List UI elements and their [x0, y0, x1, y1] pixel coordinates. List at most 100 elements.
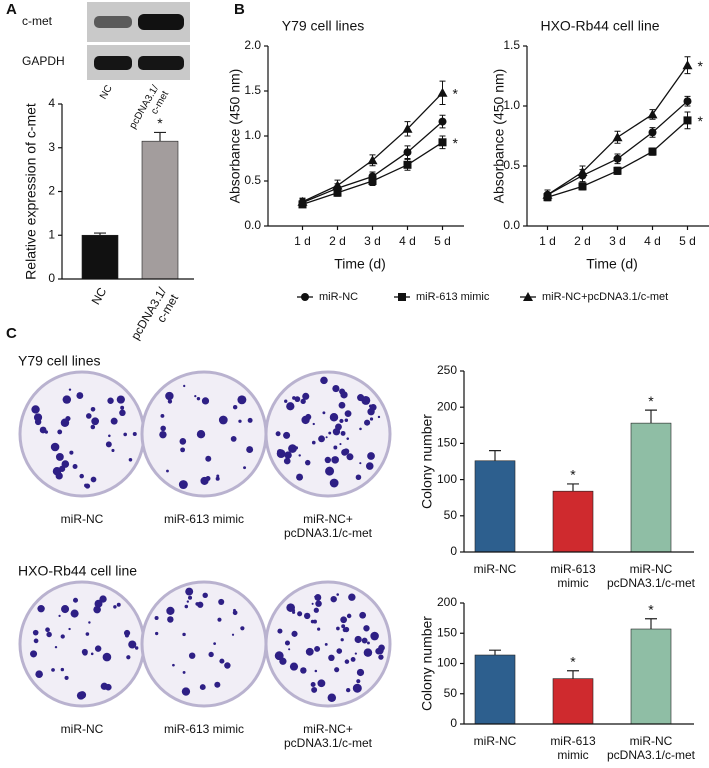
marker	[683, 97, 692, 106]
y-tick-label: 100	[437, 472, 457, 486]
marker	[683, 116, 692, 125]
colony	[300, 667, 307, 674]
colony	[180, 447, 186, 453]
colony	[166, 606, 175, 615]
colony	[355, 474, 362, 481]
colony	[90, 424, 96, 430]
colony	[305, 413, 312, 421]
legend-marker	[523, 292, 533, 301]
colony	[345, 687, 351, 693]
marker	[333, 188, 342, 197]
y-tick-label: 100	[437, 656, 457, 670]
colony	[160, 413, 165, 418]
colony	[328, 654, 335, 662]
colony	[283, 457, 291, 465]
colony	[343, 626, 350, 633]
dish-label: miR-NC+ pcDNA3.1/c-met	[284, 722, 373, 750]
marker	[578, 182, 587, 191]
colony	[274, 651, 284, 661]
marker	[648, 147, 657, 156]
colony	[324, 456, 332, 464]
colony	[378, 644, 385, 652]
y-tick-label: 0	[450, 544, 457, 558]
blot-band	[138, 14, 184, 30]
colony	[93, 605, 101, 614]
colony	[205, 475, 211, 481]
marker	[613, 154, 622, 163]
y-tick-label: 0	[48, 271, 55, 285]
x-tick-label: NC	[89, 285, 110, 307]
x-tick-label: 3 d	[609, 234, 626, 248]
row-title: Y79 cell lines	[18, 353, 101, 369]
y-tick-label: 1.5	[244, 83, 261, 97]
x-axis-label: Time (d)	[334, 256, 386, 272]
y-tick-label: 1.0	[503, 98, 520, 112]
colony	[331, 456, 339, 464]
error-bar	[567, 483, 579, 492]
y-axis-label: Colony number	[419, 414, 435, 509]
panel-label: A	[6, 1, 17, 18]
significance-mark: *	[570, 467, 576, 483]
chart-title: Y79 cell lines	[282, 18, 365, 34]
x-tick-label: 1 d	[294, 234, 311, 248]
colony	[367, 408, 375, 416]
colony	[366, 641, 370, 645]
colony	[86, 413, 92, 419]
colony	[364, 419, 371, 426]
colony	[154, 615, 159, 620]
colony	[231, 633, 235, 636]
marker	[403, 160, 412, 169]
y-tick-label: 1.0	[244, 128, 261, 142]
colony	[123, 432, 128, 437]
colony	[88, 621, 91, 624]
colony	[284, 640, 290, 646]
colony	[104, 683, 112, 691]
colony	[105, 441, 112, 448]
colony	[167, 616, 174, 623]
y-tick-label: 0.5	[503, 158, 520, 172]
x-tick-label: miR-NC	[474, 562, 517, 576]
significance-mark: *	[453, 86, 459, 102]
colony	[69, 450, 74, 455]
legend-label: miR-NC	[319, 291, 358, 303]
colony	[237, 395, 247, 405]
dish-label: miR-NC	[61, 512, 104, 526]
colony	[79, 473, 84, 479]
colony	[315, 600, 322, 607]
colony	[356, 668, 365, 677]
error-bar	[567, 670, 579, 679]
colony	[317, 627, 321, 631]
colony	[314, 594, 322, 601]
colony	[311, 686, 318, 693]
colony	[76, 392, 84, 399]
colony	[332, 385, 340, 393]
colony	[54, 645, 58, 649]
colony	[186, 600, 189, 603]
bar	[630, 628, 672, 725]
colony	[116, 395, 125, 404]
marker	[577, 167, 588, 176]
colony	[64, 675, 69, 680]
colony	[196, 430, 206, 439]
colony	[243, 466, 247, 470]
colony	[368, 404, 373, 408]
y-tick-label: 0.5	[244, 173, 261, 187]
colony	[94, 599, 103, 608]
colony	[247, 417, 253, 423]
colony	[328, 431, 332, 435]
marker	[403, 148, 412, 157]
marker	[648, 128, 657, 137]
x-tick-label: 5 d	[434, 234, 451, 248]
colony	[84, 483, 88, 488]
colony	[286, 603, 295, 612]
y-tick-label: 2.0	[244, 38, 261, 52]
marker	[612, 132, 623, 142]
colony	[359, 611, 367, 619]
colony	[45, 627, 50, 633]
colony	[325, 466, 335, 476]
colony	[294, 396, 301, 403]
colony	[311, 602, 314, 605]
x-tick-label: 4 d	[644, 234, 661, 248]
panel-label: C	[6, 325, 17, 342]
colony	[350, 657, 356, 662]
